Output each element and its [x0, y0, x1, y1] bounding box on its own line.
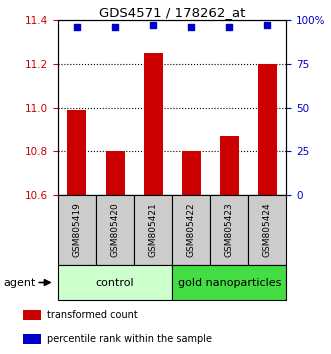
- Bar: [172, 265, 286, 300]
- Text: GSM805424: GSM805424: [263, 203, 272, 257]
- Bar: [258, 64, 277, 195]
- Text: GSM805419: GSM805419: [72, 202, 81, 257]
- Bar: [96, 195, 134, 265]
- Bar: [23, 334, 41, 344]
- Bar: [134, 195, 172, 265]
- Point: [264, 22, 270, 28]
- Text: GSM805423: GSM805423: [225, 202, 234, 257]
- Text: gold nanoparticles: gold nanoparticles: [177, 278, 281, 287]
- Bar: [58, 195, 96, 265]
- Text: agent: agent: [3, 278, 36, 287]
- Bar: [68, 110, 86, 195]
- Bar: [172, 195, 210, 265]
- Point: [74, 24, 79, 30]
- Bar: [58, 265, 172, 300]
- Bar: [23, 310, 41, 320]
- Point: [188, 24, 194, 30]
- Text: percentile rank within the sample: percentile rank within the sample: [47, 334, 212, 344]
- Title: GDS4571 / 178262_at: GDS4571 / 178262_at: [99, 6, 245, 19]
- Point: [112, 24, 118, 30]
- Bar: [106, 151, 124, 195]
- Point: [226, 24, 232, 30]
- Text: transformed count: transformed count: [47, 310, 138, 320]
- Bar: [182, 151, 201, 195]
- Text: GSM805421: GSM805421: [149, 202, 158, 257]
- Bar: [144, 53, 163, 195]
- Bar: [210, 195, 248, 265]
- Bar: [248, 195, 286, 265]
- Point: [150, 22, 156, 28]
- Bar: [220, 136, 239, 195]
- Text: GSM805420: GSM805420: [111, 202, 119, 257]
- Text: GSM805422: GSM805422: [187, 203, 196, 257]
- Text: control: control: [96, 278, 134, 287]
